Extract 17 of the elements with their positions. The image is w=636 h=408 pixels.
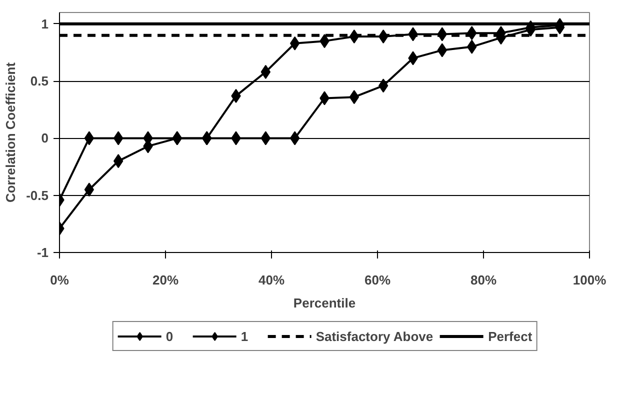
y-tick-label: 0.5	[30, 74, 49, 89]
x-tick-label: 0%	[50, 272, 70, 288]
x-tick-label: 40%	[258, 272, 285, 288]
y-tick-label: 1	[41, 16, 49, 32]
y-tick-label: -0.5	[26, 188, 49, 203]
x-tick-label: 60%	[364, 272, 391, 288]
legend-label: 0	[166, 328, 174, 344]
y-tick-label: 0	[41, 130, 49, 146]
x-tick-label: 80%	[470, 272, 497, 288]
y-tick-label: -1	[36, 245, 49, 260]
x-tick-label: 20%	[152, 272, 179, 288]
legend-label: Satisfactory Above	[316, 328, 434, 344]
x-axis-title: Percentile	[293, 296, 356, 310]
y-axis-title: Correlation Coefficient	[3, 62, 18, 203]
legend-label: 1	[240, 328, 250, 344]
x-tick-label: 100%	[572, 272, 607, 288]
legend-label: Perfect	[488, 328, 532, 344]
